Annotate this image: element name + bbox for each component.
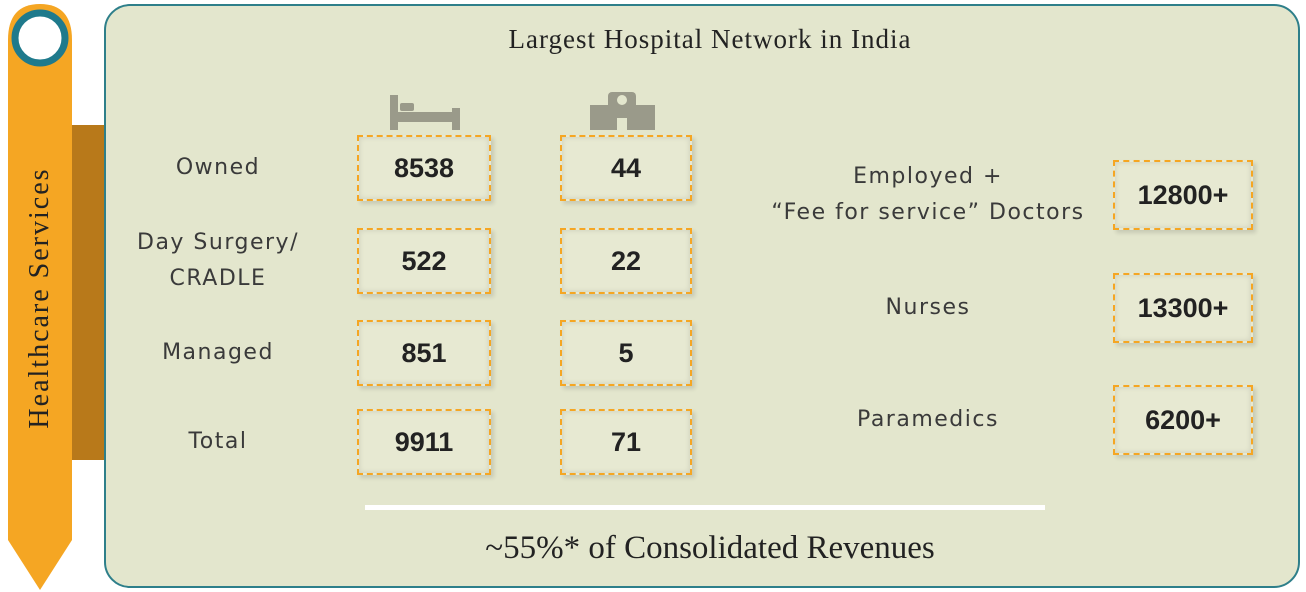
row-label: Managed [162, 340, 274, 365]
hospitals-value: 71 [560, 409, 692, 475]
staff-label: “Fee for service” Doctors [771, 200, 1085, 225]
beds-value: 522 [357, 228, 491, 294]
beds-value: 851 [357, 320, 491, 386]
row-label: Total [188, 429, 248, 454]
row-label: Day Surgery/ [137, 230, 299, 255]
staff-label: Nurses [885, 295, 971, 320]
hospitals-value: 5 [560, 320, 692, 386]
hospitals-value: 22 [560, 228, 692, 294]
staff-value: 6200+ [1113, 385, 1253, 455]
beds-value: 8538 [357, 135, 491, 201]
staff-label: Employed + [853, 164, 1003, 189]
beds-value: 9911 [357, 409, 491, 475]
bed-icon [390, 95, 460, 130]
divider [365, 505, 1045, 510]
staff-value: 12800+ [1113, 160, 1253, 230]
hospital-icon [590, 92, 655, 130]
staff-value: 13300+ [1113, 273, 1253, 343]
row-label: Owned [175, 155, 261, 180]
footer: ~55%* of Consolidated Revenues [485, 530, 935, 566]
sidebar-label: Healthcare Services [24, 167, 55, 429]
sidebar-shape [8, 4, 72, 590]
sidebar-circle [11, 9, 69, 67]
hospitals-value: 44 [560, 135, 692, 201]
title: Largest Hospital Network in India [508, 24, 912, 54]
staff-label: Paramedics [857, 407, 999, 432]
row-label: CRADLE [169, 266, 267, 291]
